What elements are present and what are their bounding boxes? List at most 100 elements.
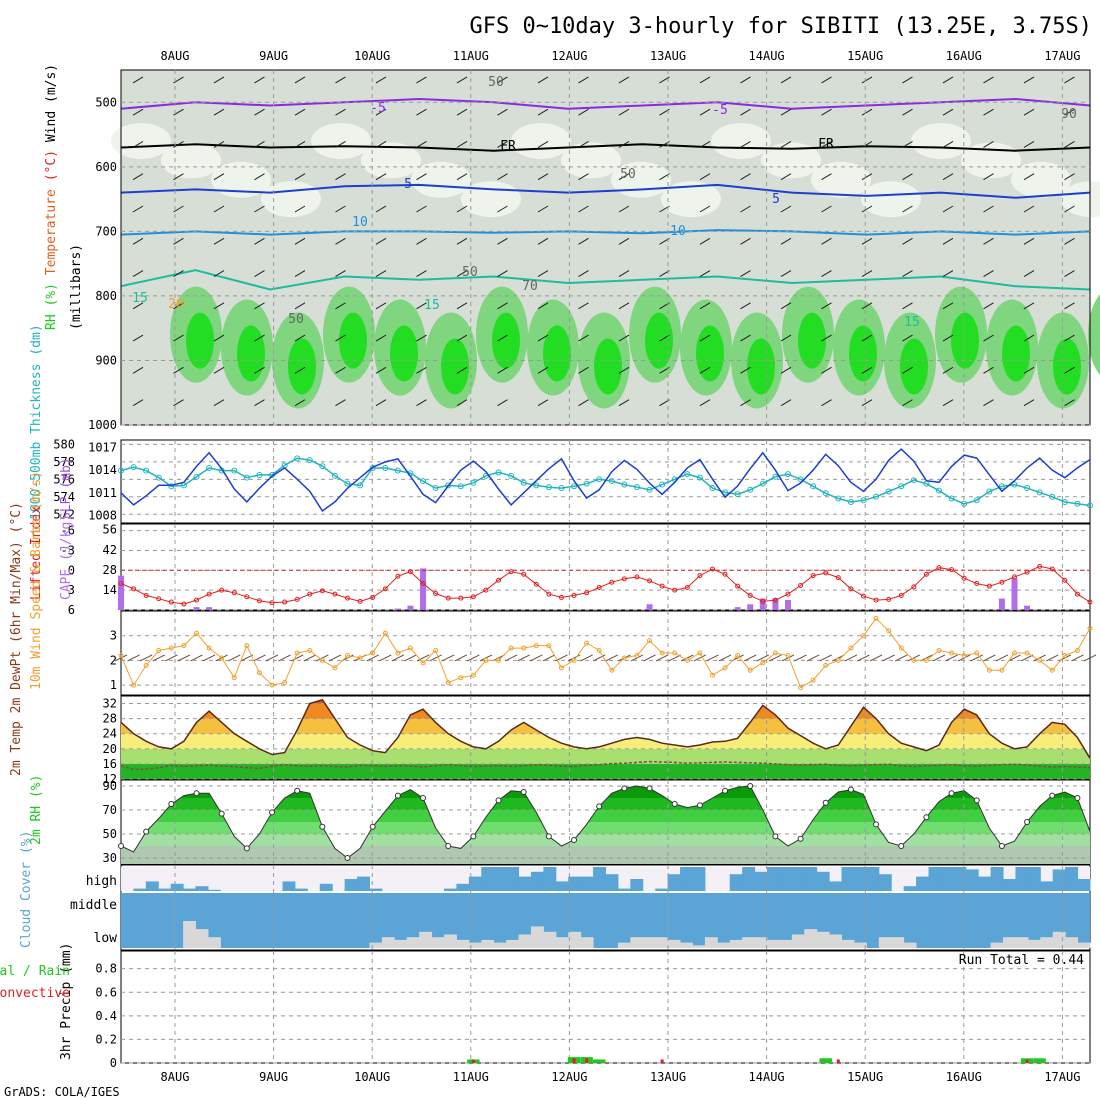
temp-band [121, 703, 1090, 719]
surface-barb [202, 654, 216, 662]
wind-point [143, 662, 149, 668]
rh-point [948, 790, 955, 797]
wind-barb [132, 173, 144, 181]
wind-barb [821, 334, 832, 342]
rh-low-patch [361, 142, 421, 179]
high-cloud-bar [667, 874, 681, 891]
contour-label: FR [818, 137, 834, 152]
surface-barb [278, 654, 291, 662]
li-point [420, 581, 426, 587]
wind-barb [699, 302, 711, 310]
wind-barb [902, 302, 913, 310]
low-cloud-bar [841, 939, 855, 948]
wind-barb [861, 270, 873, 277]
wind-barb [578, 270, 589, 277]
surface-barb [1046, 654, 1059, 662]
li-tick: 6 [68, 603, 75, 617]
high-cloud-bar [978, 876, 992, 891]
wind-barb [537, 108, 549, 116]
cape-bar [747, 604, 754, 610]
wind-barb [132, 399, 144, 407]
cape-bar [784, 599, 791, 610]
cape-bar [407, 605, 414, 610]
high-cloud-bar [829, 881, 843, 891]
li-point [546, 591, 552, 597]
li-point [584, 590, 590, 596]
wind-point [269, 682, 275, 688]
li-point [131, 586, 137, 592]
low-cloud-bar [195, 929, 209, 948]
thickness-point [772, 473, 779, 480]
wind-point [1062, 652, 1068, 658]
wind-barb [497, 399, 508, 407]
rh-saturated-core [900, 338, 928, 395]
wind-point [168, 645, 174, 651]
contour-label: 20 [168, 297, 184, 312]
wind-barb [1023, 334, 1035, 342]
wind-barb [740, 108, 751, 116]
high-cloud-bar [965, 869, 979, 891]
wind-barb [132, 205, 144, 213]
wind-barb [537, 141, 549, 148]
cape-tick: 14 [103, 583, 117, 597]
cape-bar [1011, 578, 1018, 610]
rh-saturated-core [339, 312, 367, 369]
date-label: 14AUG [749, 1070, 785, 1084]
wind-barb [254, 399, 265, 407]
li-point [1087, 599, 1093, 605]
wind-point [508, 645, 514, 651]
thickness-point [306, 457, 313, 464]
wind-barb [335, 173, 346, 181]
wind-barb [902, 76, 913, 84]
wind-barb [740, 270, 751, 277]
rh-band [121, 846, 1090, 864]
high-cloud-bar [754, 871, 768, 891]
wind-point [156, 648, 162, 654]
contour-label: -5 [370, 101, 386, 116]
wind-point [772, 650, 778, 656]
high-cloud-bar [729, 874, 743, 891]
date-label: 8AUG [161, 49, 190, 63]
li-point [835, 575, 841, 581]
rh-tick: 30 [103, 851, 117, 865]
li-point [445, 595, 451, 601]
high-cloud-bar [506, 867, 520, 891]
wind-barb [942, 366, 954, 374]
surface-barb [379, 654, 392, 662]
li-point [1049, 566, 1055, 572]
wind-point [584, 640, 590, 646]
low-cloud-bar [891, 937, 905, 948]
date-label: 11AUG [453, 49, 489, 63]
contour-label: FR [500, 139, 516, 154]
wind-barb [942, 205, 954, 213]
surface-barb [454, 654, 468, 662]
rh-band [121, 822, 1090, 834]
wind-barb [1023, 141, 1035, 148]
li-point [596, 585, 602, 591]
contour-label: -5 [712, 103, 728, 118]
high-cloud-bar [593, 867, 606, 891]
wind-barb [375, 108, 387, 116]
wind-barb [578, 237, 589, 245]
wind-barb [740, 334, 751, 342]
thickness-point [596, 476, 603, 483]
li-point [269, 600, 275, 606]
surface-barb [240, 654, 254, 662]
surface-barb [706, 654, 719, 662]
surface-barb [605, 654, 619, 662]
wind-barb [740, 366, 751, 374]
rh-low-patch [911, 123, 971, 159]
wind-barb [537, 205, 549, 213]
wind-barb [213, 366, 225, 374]
cape-bar [193, 607, 200, 610]
date-label: 13AUG [650, 1070, 686, 1084]
wind-barb [294, 237, 306, 245]
wind-point [307, 648, 313, 654]
wind-barb [699, 334, 711, 342]
wind-point [282, 680, 288, 686]
wind-point [395, 650, 401, 656]
isotherm [120, 229, 1091, 236]
high-cloud-bar [145, 881, 159, 891]
li-point [961, 575, 967, 581]
wind-barb [537, 173, 549, 181]
